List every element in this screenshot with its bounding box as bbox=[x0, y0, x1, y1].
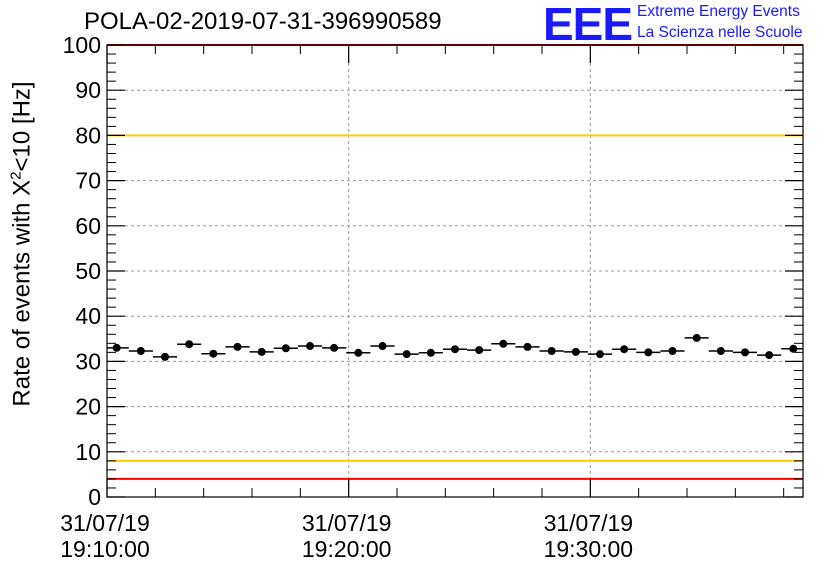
y-tick-label: 90 bbox=[75, 77, 101, 103]
y-tick-label: 30 bbox=[75, 348, 101, 374]
data-point bbox=[426, 348, 435, 357]
tick-labels: 010203040506070809010031/07/1919:10:0031… bbox=[60, 32, 633, 562]
x-tick-label-date: 31/07/19 bbox=[60, 510, 150, 536]
x-tick-label-time: 19:30:00 bbox=[544, 536, 634, 562]
data-point bbox=[185, 340, 194, 349]
data-point bbox=[354, 348, 363, 357]
y-tick-label: 80 bbox=[75, 122, 101, 148]
data-point bbox=[402, 350, 411, 359]
data-point bbox=[209, 349, 218, 358]
data-point bbox=[330, 343, 339, 352]
y-axis-label-superscript: 2 bbox=[7, 171, 25, 180]
x-tick-label-time: 19:20:00 bbox=[302, 536, 392, 562]
y-tick-label: 0 bbox=[88, 484, 101, 510]
data-point bbox=[765, 351, 774, 360]
x-tick-label-time: 19:10:00 bbox=[60, 536, 150, 562]
data-point bbox=[112, 343, 121, 352]
data-point bbox=[475, 346, 484, 355]
y-tick-label: 60 bbox=[75, 213, 101, 239]
y-tick-label: 20 bbox=[75, 394, 101, 420]
data-points bbox=[107, 333, 803, 361]
y-axis-label-prefix: Rate of events with X bbox=[8, 179, 36, 407]
x-tick-label-date: 31/07/19 bbox=[302, 510, 392, 536]
data-point bbox=[716, 347, 725, 356]
y-tick-label: 10 bbox=[75, 439, 101, 465]
data-point bbox=[668, 347, 677, 356]
data-point bbox=[620, 345, 629, 354]
data-point bbox=[571, 347, 580, 356]
data-point bbox=[644, 348, 653, 357]
data-point bbox=[306, 342, 314, 351]
data-point bbox=[378, 342, 387, 351]
data-point bbox=[281, 344, 290, 353]
data-point bbox=[789, 344, 798, 353]
data-point bbox=[523, 342, 532, 351]
data-point bbox=[233, 342, 242, 351]
y-tick-label: 50 bbox=[75, 258, 101, 284]
data-point bbox=[451, 345, 459, 354]
reference-lines bbox=[107, 44, 803, 480]
y-axis-label-suffix: <10 [Hz] bbox=[8, 81, 36, 172]
plot-frame bbox=[106, 44, 804, 498]
data-point bbox=[161, 352, 169, 361]
logo-subtitle-line2: La Scienza nelle Scuole bbox=[637, 24, 803, 41]
chart-title: POLA-02-2019-07-31-396990589 bbox=[84, 8, 442, 35]
grid-lines bbox=[107, 45, 803, 497]
x-tick-label-date: 31/07/19 bbox=[544, 510, 634, 536]
logo-subtitle-line1: Extreme Energy Events bbox=[637, 3, 800, 20]
data-point bbox=[741, 348, 749, 357]
y-tick-label: 70 bbox=[75, 168, 101, 194]
data-point bbox=[692, 333, 701, 342]
data-point bbox=[547, 347, 556, 356]
eee-logo: EEE bbox=[543, 0, 633, 50]
data-point bbox=[136, 347, 145, 356]
data-point bbox=[257, 347, 266, 356]
y-tick-label: 40 bbox=[75, 303, 101, 329]
data-point bbox=[596, 350, 604, 359]
y-axis-label: Rate of events with X2<10 [Hz] bbox=[8, 81, 37, 406]
y-tick-label: 100 bbox=[63, 32, 101, 58]
data-point bbox=[499, 339, 508, 348]
